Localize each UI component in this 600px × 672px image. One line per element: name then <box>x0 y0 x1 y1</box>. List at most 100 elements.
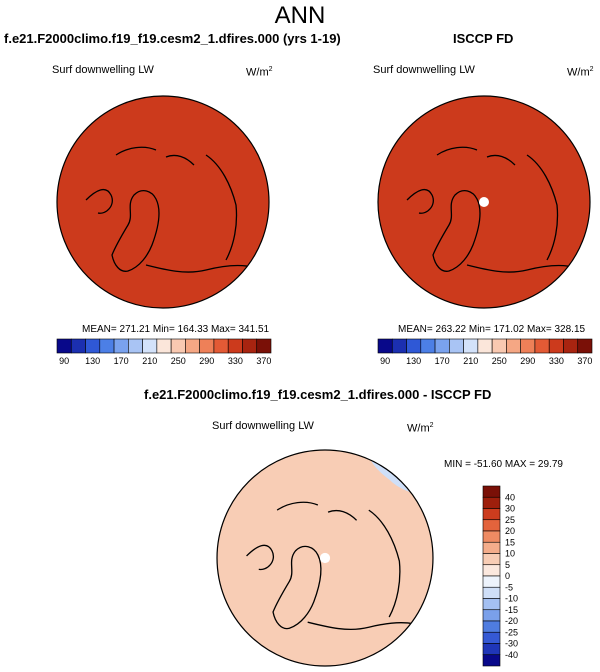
coastline <box>466 264 583 273</box>
colorbar-swatch <box>463 338 479 354</box>
colorbar-swatch <box>113 338 129 354</box>
coastline <box>115 146 157 156</box>
pole-hole <box>479 197 489 207</box>
colorbar-swatch <box>548 338 564 354</box>
colorbar-swatch <box>482 609 501 622</box>
colorbar-tick-label: 170 <box>435 356 450 366</box>
colorbar-swatch <box>170 338 186 354</box>
colorbar-swatch <box>482 631 501 644</box>
colorbar-tick-label: 250 <box>492 356 507 366</box>
colorbar-tick-label: 25 <box>505 515 515 525</box>
panel3-units: W/m2 <box>407 422 434 435</box>
region-midlatitudes <box>57 96 269 308</box>
colorbar-swatch <box>482 598 501 611</box>
panel2-variable-label: Surf downwelling LW <box>373 64 475 76</box>
page-title: ANN <box>274 2 326 29</box>
coastline <box>246 544 274 571</box>
colorbar-swatch <box>99 338 115 354</box>
colorbar-panel1: 90 130 170 210 250 290 330 370 <box>56 338 272 366</box>
coastline <box>205 154 238 261</box>
coastline <box>406 188 434 214</box>
colorbar-tick-label: 10 <box>505 549 515 559</box>
map-panel1 <box>56 95 270 309</box>
colorbar-tick-label: -20 <box>505 616 518 626</box>
panel2-title: ISCCP FD <box>453 31 514 46</box>
coastline <box>432 189 481 272</box>
colorbar-tick-label: 250 <box>171 356 186 366</box>
panel1-variable-label: Surf downwelling LW <box>52 64 154 76</box>
colorbar-tick-label: 40 <box>505 492 515 502</box>
panel2-stats: MEAN= 263.22 Min= 171.02 Max= 328.15 <box>398 324 586 335</box>
colorbar-swatch <box>242 338 258 354</box>
colorbar-tick-label: -30 <box>505 639 518 649</box>
colorbar-swatch <box>56 338 72 354</box>
colorbar-swatch <box>449 338 464 354</box>
colorbar-tick-label: 15 <box>505 537 515 547</box>
colorbar-tick-label: 330 <box>228 356 243 366</box>
colorbar-swatch <box>377 338 393 354</box>
colorbar-swatch <box>577 338 593 354</box>
coastline <box>272 545 322 630</box>
colorbar-tick-label: 90 <box>59 356 69 366</box>
colorbar-swatch <box>520 338 536 354</box>
coastline <box>145 264 262 273</box>
colorbar-swatch <box>482 620 501 633</box>
colorbar-tick-label: -5 <box>505 582 513 592</box>
colorbar-swatch <box>227 338 243 354</box>
colorbar-swatch <box>85 338 101 354</box>
colorbar-swatch <box>434 338 450 354</box>
colorbar-swatch <box>128 338 143 354</box>
map-panel3 <box>216 449 434 667</box>
panel2-units: W/m2 <box>567 66 594 79</box>
colorbar-swatch <box>491 338 507 354</box>
colorbar-swatch <box>563 338 579 354</box>
coastline <box>327 509 358 521</box>
coastline <box>85 188 113 214</box>
colorbar-swatch <box>482 519 501 532</box>
map-boundary <box>377 95 591 309</box>
colorbar-swatch <box>406 338 422 354</box>
colorbar-swatch <box>534 338 550 354</box>
colorbar-swatch <box>482 530 501 543</box>
panel3-stats: MIN = -51.60 MAX = 29.79 <box>444 459 563 470</box>
coastline <box>165 154 195 166</box>
map-boundary <box>56 95 270 309</box>
coastline <box>276 501 319 511</box>
colorbar-tick-label: 170 <box>114 356 129 366</box>
pole-hole <box>319 552 331 564</box>
colorbar-swatch <box>482 553 501 566</box>
colorbar-tick-label: -40 <box>505 650 518 660</box>
colorbar-swatch <box>185 338 200 354</box>
colorbar-swatch <box>420 338 436 354</box>
colorbar-swatch <box>391 338 407 354</box>
colorbar-tick-label: 290 <box>520 356 535 366</box>
colorbar-swatch <box>506 338 521 354</box>
coastline <box>307 621 426 631</box>
coastline <box>368 509 401 618</box>
panel3-variable-label: Surf downwelling LW <box>212 420 314 432</box>
colorbar-swatch <box>477 338 493 354</box>
colorbar-tick-label: 290 <box>199 356 214 366</box>
coastline <box>486 154 516 166</box>
colorbar-swatch <box>482 654 501 667</box>
colorbar-tick-label: 370 <box>577 356 592 366</box>
panel1-title: f.e21.F2000climo.f19_f19.cesm2_1.dfires.… <box>4 31 341 46</box>
coastline <box>436 146 478 156</box>
panel1-units: W/m2 <box>246 66 273 79</box>
colorbar-tick-label: -15 <box>505 605 518 615</box>
colorbar-tick-label: 20 <box>505 526 515 536</box>
colorbar-swatch <box>482 564 501 577</box>
map-boundary <box>216 449 434 667</box>
colorbar-swatch <box>213 338 229 354</box>
colorbar-swatch <box>482 643 501 656</box>
colorbar-panel2: 90 130 170 210 250 290 330 370 <box>377 338 593 366</box>
colorbar-swatch <box>482 541 501 554</box>
colorbar-swatch <box>482 496 501 509</box>
colorbar-tick-label: -10 <box>505 594 518 604</box>
panel1-stats: MEAN= 271.21 Min= 164.33 Max= 341.51 <box>82 324 270 335</box>
colorbar-tick-label: 90 <box>380 356 390 366</box>
colorbar-swatch <box>70 338 86 354</box>
colorbar-tick-label: 30 <box>505 504 515 514</box>
colorbar-swatch <box>256 338 272 354</box>
